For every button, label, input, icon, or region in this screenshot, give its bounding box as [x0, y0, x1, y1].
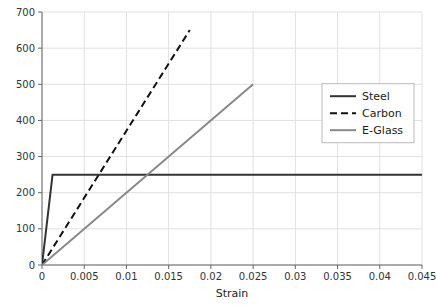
grid-line-y	[42, 48, 422, 49]
grid-line-x	[126, 12, 127, 265]
x-tick	[379, 265, 380, 269]
grid	[42, 12, 422, 265]
grid-line-x	[422, 12, 423, 265]
legend-label: Steel	[362, 90, 390, 103]
grid-line-y	[42, 12, 422, 13]
legend-swatch	[330, 112, 356, 114]
chart: 0 0.005 0.01 0.015 0.02 0.025 0.03 0.035 0.04 0.0…	[0, 0, 436, 307]
legend-label: E-Glass	[362, 124, 403, 137]
grid-line-x	[253, 12, 254, 265]
legend-swatch	[330, 95, 356, 97]
y-tick	[38, 192, 42, 193]
legend: Steel Carbon E-Glass	[322, 84, 414, 143]
x-axis-line	[42, 265, 422, 266]
grid-line-x	[42, 12, 43, 265]
legend-swatch	[330, 129, 356, 131]
y-tick	[38, 48, 42, 49]
y-tick	[38, 120, 42, 121]
x-tick-label: 0.005	[70, 271, 99, 282]
x-tick-label: 0.01	[115, 271, 137, 282]
x-axis-label: Strain	[216, 287, 249, 300]
legend-label: Carbon	[362, 107, 402, 120]
x-tick-label: 0.02	[200, 271, 222, 282]
x-tick	[337, 265, 338, 269]
x-tick-label: 0.035	[323, 271, 352, 282]
x-tick	[126, 265, 127, 269]
x-tick-label: 0.015	[154, 271, 183, 282]
x-tick	[253, 265, 254, 269]
y-tick	[38, 156, 42, 157]
x-tick-label: 0.025	[239, 271, 268, 282]
grid-line-y	[42, 156, 422, 157]
grid-line-y	[42, 228, 422, 229]
series-line	[42, 30, 190, 265]
x-tick	[168, 265, 169, 269]
x-tick-label: 0.04	[369, 271, 391, 282]
axes: 0 0.005 0.01 0.015 0.02 0.025 0.03 0.035 0.04 0.0…	[16, 7, 436, 283]
x-tick-label: 0.045	[408, 271, 436, 282]
series-line	[42, 84, 253, 265]
series-lines	[42, 30, 422, 265]
y-tick	[38, 228, 42, 229]
y-axis-line	[42, 12, 43, 265]
x-tick-label: 0.03	[284, 271, 306, 282]
y-tick-label: 600	[16, 43, 35, 54]
y-tick	[38, 265, 42, 266]
grid-line-x	[168, 12, 169, 265]
grid-line-x	[84, 12, 85, 265]
x-tick	[422, 265, 423, 269]
y-tick-label: 300	[16, 151, 35, 162]
y-tick-label: 400	[16, 115, 35, 126]
x-tick-label: 0	[39, 271, 45, 282]
series-line	[42, 175, 422, 265]
grid-line-x	[295, 12, 296, 265]
grid-line-x	[210, 12, 211, 265]
y-tick-label: 200	[16, 187, 35, 198]
chart-container: 0 0.005 0.01 0.015 0.02 0.025 0.03 0.035 0.04 0.0…	[0, 0, 436, 307]
legend-box	[322, 84, 414, 143]
x-tick	[210, 265, 211, 269]
x-tick	[42, 265, 43, 269]
y-tick-label: 500	[16, 79, 35, 90]
y-tick-label: 100	[16, 223, 35, 234]
y-tick	[38, 84, 42, 85]
x-tick	[295, 265, 296, 269]
y-tick-label: 700	[16, 7, 35, 18]
grid-line-y	[42, 192, 422, 193]
y-tick	[38, 12, 42, 13]
x-tick	[84, 265, 85, 269]
grid-line-y	[42, 265, 422, 266]
y-tick-label: 0	[29, 260, 35, 271]
